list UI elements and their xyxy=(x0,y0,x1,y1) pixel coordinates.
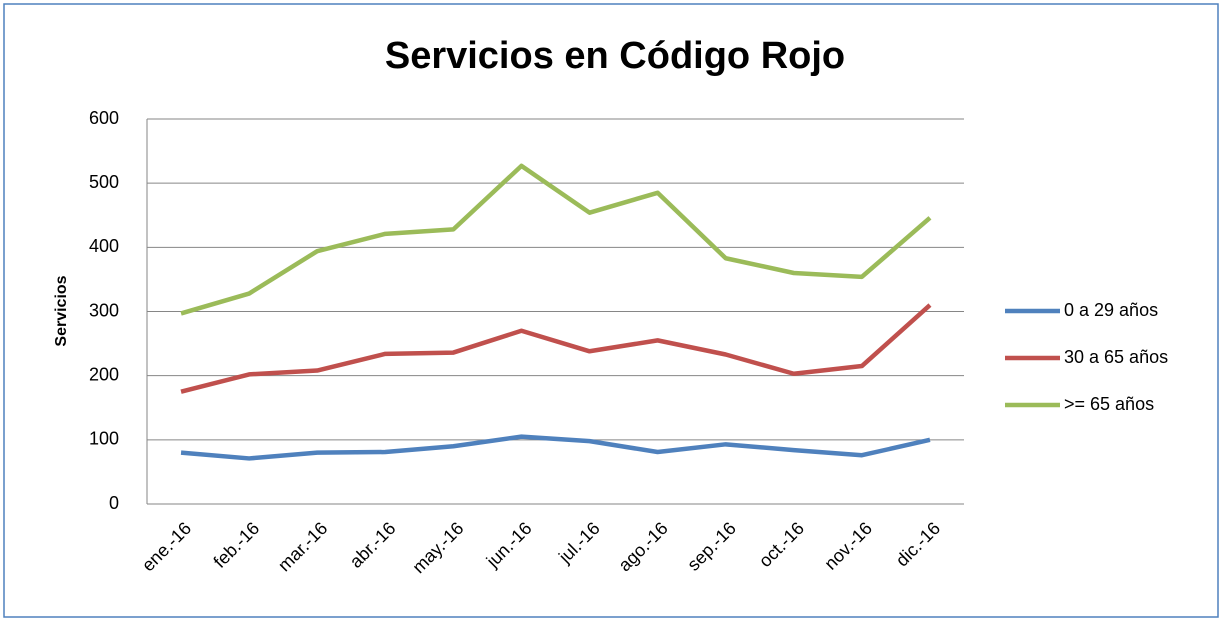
series-line xyxy=(180,303,932,394)
series-line xyxy=(180,434,931,461)
legend-label: 30 a 65 años xyxy=(1064,347,1168,367)
y-tick-label: 100 xyxy=(89,429,119,449)
y-tick-label: 400 xyxy=(89,236,119,256)
y-tick-label: 0 xyxy=(109,493,119,513)
series-line xyxy=(180,163,932,316)
y-tick-label: 500 xyxy=(89,172,119,192)
y-tick-label: 300 xyxy=(89,300,119,320)
y-tick-label: 200 xyxy=(89,364,119,384)
y-axis-label: Servicios xyxy=(53,275,70,346)
legend-label: 0 a 29 años xyxy=(1064,300,1158,320)
y-tick-label: 600 xyxy=(89,108,119,128)
legend-label: >= 65 años xyxy=(1064,394,1154,414)
chart-title: Servicios en Código Rojo xyxy=(385,35,845,77)
